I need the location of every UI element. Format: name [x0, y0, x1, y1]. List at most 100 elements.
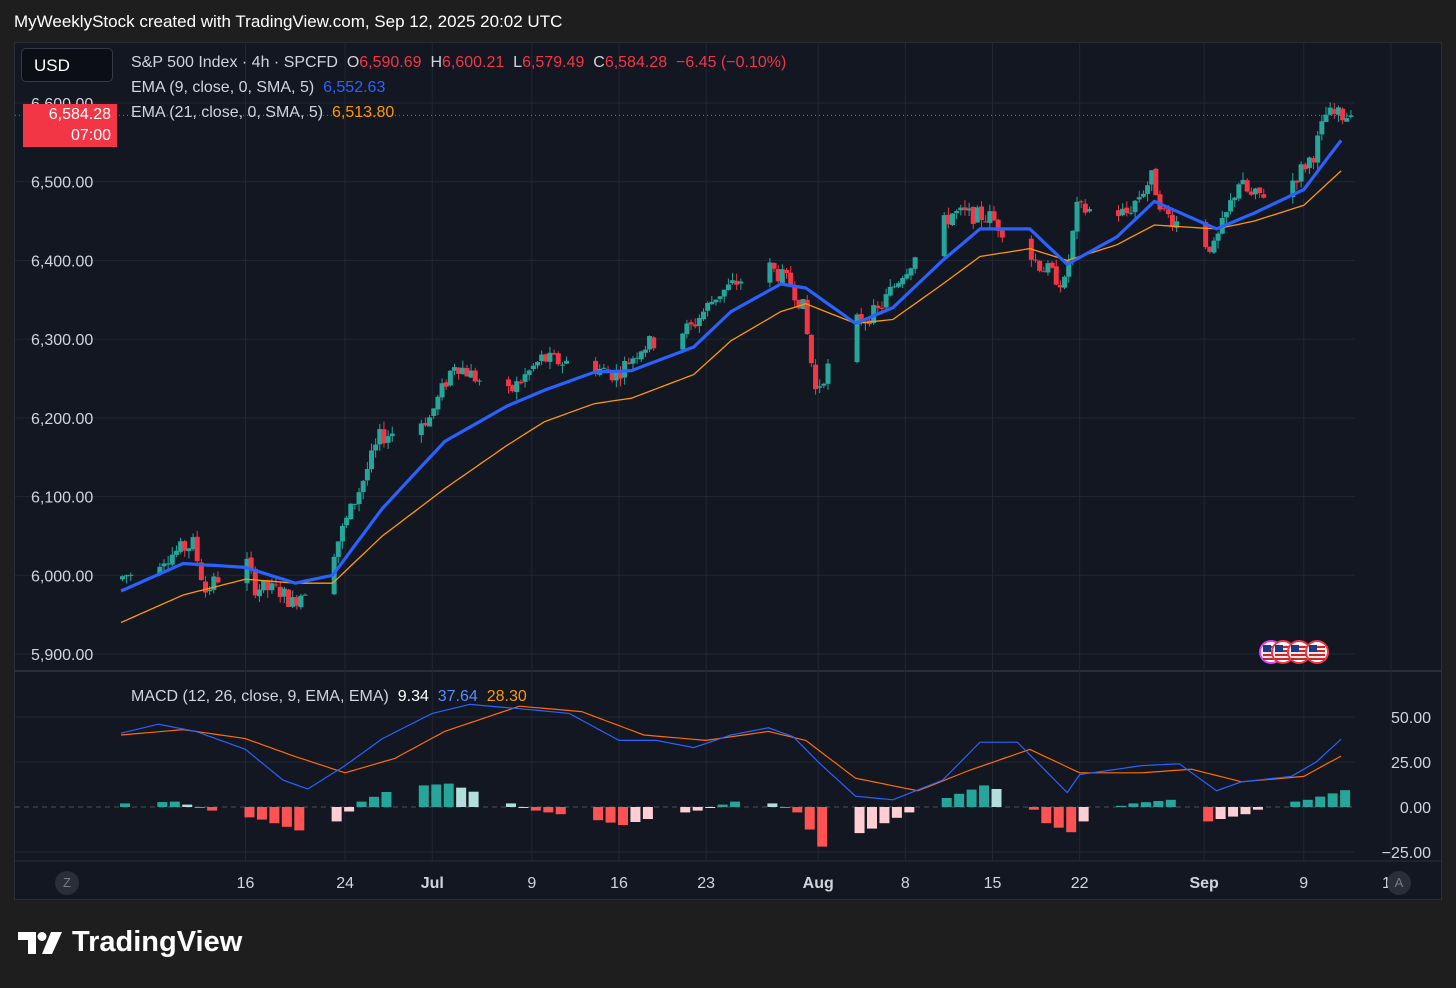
chart-attribution: MyWeeklyStock created with TradingView.c…: [14, 12, 563, 31]
macd-histogram-bar: [1252, 807, 1263, 810]
candle-up: [725, 284, 731, 290]
macd-histogram-bar: [468, 791, 479, 807]
candle-down: [1169, 214, 1175, 227]
macd-histogram-bar: [418, 785, 429, 807]
candle-down: [813, 364, 819, 390]
macd-histogram-bar: [879, 807, 890, 824]
candle-down: [771, 263, 777, 269]
candle-up: [883, 294, 889, 308]
candle-up: [705, 303, 711, 311]
price-tick-label: 6,300.00: [31, 332, 93, 349]
candle-up: [1074, 201, 1080, 232]
candle-down: [879, 307, 885, 309]
candle-down: [456, 367, 462, 374]
candle-down: [464, 368, 470, 377]
macd-histogram-bar: [1340, 790, 1351, 807]
candle-down: [692, 324, 698, 327]
candle-up: [352, 503, 358, 505]
macd-histogram-bar: [1078, 807, 1089, 822]
candle-up: [1319, 121, 1325, 135]
candle-up: [173, 550, 179, 555]
candle-down: [1082, 203, 1088, 213]
candle-down: [858, 314, 864, 323]
macd-histogram-bar: [281, 807, 292, 827]
time-tick-label: 16: [237, 875, 255, 892]
macd-histogram-bar: [1041, 807, 1052, 824]
macd-histogram-bar: [518, 807, 529, 808]
candle-down: [1257, 187, 1263, 194]
candle-up: [713, 299, 719, 303]
candle-down: [1311, 158, 1317, 163]
candle-up: [360, 480, 366, 493]
price-chart[interactable]: 6,600.006,500.006,400.006,300.006,200.00…: [15, 43, 1442, 900]
candle-down: [962, 207, 968, 211]
candle-up: [468, 370, 474, 378]
candle-up: [817, 386, 823, 388]
macd-histogram-bar: [1290, 801, 1301, 807]
zoom-toggle-button[interactable]: Z: [55, 871, 79, 895]
candle-up: [1136, 197, 1142, 200]
candle-up: [1228, 200, 1234, 212]
macd-histogram-bar: [331, 807, 342, 822]
candle-down: [1049, 262, 1055, 268]
auto-scale-button[interactable]: A: [1387, 871, 1411, 895]
candle-down: [1165, 209, 1171, 215]
macd-histogram-bar: [767, 803, 778, 807]
ema21-label: EMA (21, close, 0, SMA, 5): [131, 104, 324, 121]
macd-histogram-bar: [854, 807, 865, 834]
us-flag-event-icon[interactable]: [1287, 640, 1311, 664]
candle-up: [701, 311, 706, 320]
candle-up: [1045, 263, 1051, 273]
macd-histogram-bar: [1315, 796, 1326, 807]
macd-histogram-bar: [505, 803, 516, 807]
macd-legend[interactable]: MACD (12, 26, close, 9, EMA, EMA) 9.34 3…: [131, 688, 527, 706]
macd-histogram-bar: [730, 801, 741, 807]
candle-up: [767, 262, 773, 283]
candle-up: [647, 336, 653, 350]
candle-up: [207, 589, 213, 592]
candle-up: [904, 274, 910, 279]
ema9-legend[interactable]: EMA (9, close, 0, SMA, 5) 6,552.63: [131, 79, 385, 97]
candle-down: [1033, 259, 1038, 261]
candle-up: [186, 548, 192, 552]
us-flag-event-icon[interactable]: [1305, 640, 1329, 664]
macd-histogram-bar: [294, 807, 305, 831]
macd-histogram-bar: [817, 807, 828, 847]
symbol-label[interactable]: S&P 500 Index · 4h · SPCFD: [131, 54, 338, 71]
last-price-time: 07:00: [70, 127, 111, 144]
candle-up: [1140, 193, 1146, 197]
candle-up: [738, 281, 744, 284]
macd-histogram-bar: [642, 807, 653, 819]
time-tick-label: 16: [610, 875, 628, 892]
candle-up: [344, 517, 350, 526]
candle-down: [555, 353, 561, 365]
candle-up: [476, 380, 482, 382]
flag-canton: [1309, 645, 1317, 652]
macd-tick-label: 25.00: [1391, 755, 1431, 772]
candle-up: [530, 365, 536, 370]
macd-histogram-bar: [941, 798, 952, 807]
candle-up: [302, 594, 308, 596]
candle-up: [601, 367, 607, 369]
candle-up: [1211, 240, 1217, 253]
candle-down: [609, 371, 615, 381]
candle-down: [248, 557, 254, 570]
ema9-line: [120, 139, 1343, 593]
macd-histogram-bar: [605, 807, 616, 823]
candle-down: [979, 206, 985, 221]
candle-up: [435, 396, 441, 410]
flag-canton: [1291, 645, 1299, 652]
currency-button[interactable]: USD: [21, 48, 113, 82]
ema21-legend[interactable]: EMA (21, close, 0, SMA, 5) 6,513.80: [131, 104, 394, 122]
macd-tick-label: 50.00: [1391, 710, 1431, 727]
time-tick-label: 9: [1299, 875, 1308, 892]
candle-up: [684, 323, 690, 335]
macd-histogram-bar: [904, 807, 915, 813]
candle-up: [385, 436, 391, 443]
candle-up: [941, 215, 947, 257]
macd-histogram-bar: [356, 801, 367, 807]
candle-up: [887, 286, 893, 296]
chart-panel[interactable]: 6,600.006,500.006,400.006,300.006,200.00…: [14, 42, 1442, 900]
price-tick-label: 6,400.00: [31, 253, 93, 270]
candle-down: [472, 370, 478, 382]
